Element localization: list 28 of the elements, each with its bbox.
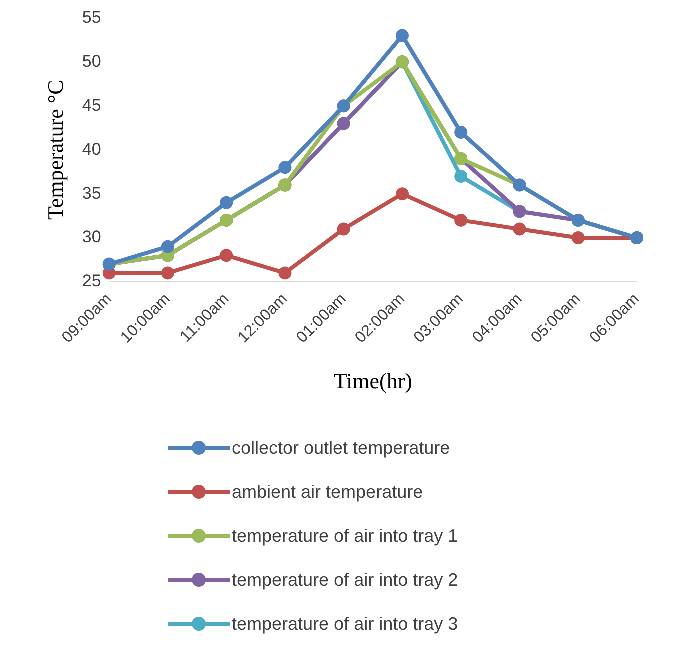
point — [513, 222, 526, 236]
point — [161, 240, 174, 254]
legend-label: ambient air temperature — [232, 482, 424, 502]
point — [396, 29, 409, 42]
point — [220, 249, 234, 262]
point — [278, 161, 292, 174]
x-axis-title: Time(hr) — [334, 368, 412, 394]
legend-label: temperature of air into tray 1 — [232, 526, 458, 546]
y-tick-label: 25 — [82, 272, 102, 291]
point — [572, 232, 585, 245]
point — [161, 266, 174, 280]
point — [278, 266, 292, 280]
point — [454, 126, 468, 140]
y-axis-title: Temperature °C — [42, 80, 68, 220]
y-tick-label: 55 — [82, 8, 102, 27]
y-tick-label: 40 — [82, 140, 102, 159]
y-tick-label: 30 — [82, 228, 102, 247]
legend-label: temperature of air into tray 3 — [232, 614, 458, 634]
point — [220, 196, 234, 210]
legend-label: collector outlet temperature — [232, 438, 450, 458]
point — [337, 222, 350, 236]
point — [454, 170, 468, 183]
y-tick-label: 45 — [82, 96, 102, 115]
legend-label: temperature of air into tray 2 — [232, 570, 458, 590]
point — [396, 188, 409, 201]
y-tick-label: 35 — [82, 184, 102, 203]
y-tick-label: 50 — [82, 52, 102, 71]
point — [454, 214, 468, 227]
